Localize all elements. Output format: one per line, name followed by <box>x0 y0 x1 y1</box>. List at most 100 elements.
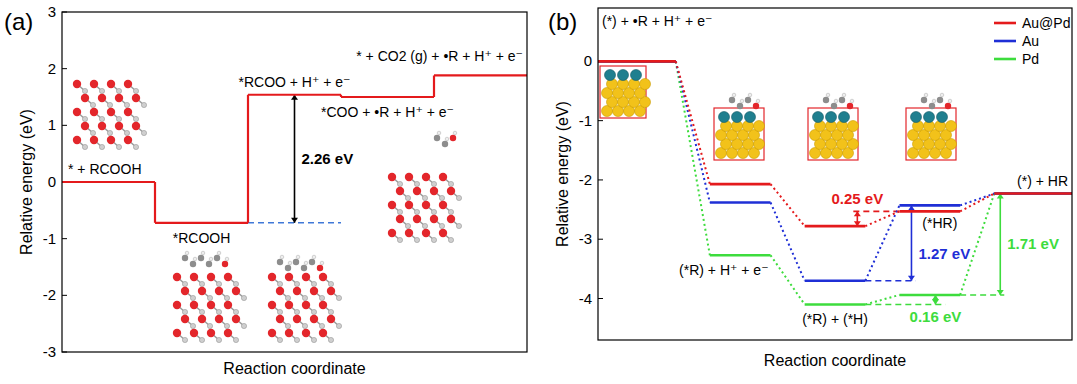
atom <box>276 315 284 323</box>
legend-swatch <box>994 22 1016 25</box>
atom <box>99 144 104 149</box>
atom <box>397 181 402 186</box>
atom <box>82 88 87 93</box>
atom <box>834 99 838 103</box>
atom <box>288 261 292 265</box>
atom <box>396 187 404 195</box>
molecule-icon <box>823 93 854 109</box>
annotation-label: 1.27 eV <box>918 245 970 262</box>
atom <box>439 195 444 200</box>
panel-label: (a) <box>4 8 33 35</box>
atom <box>182 337 187 342</box>
annotation-label: 1.71 eV <box>1007 235 1059 252</box>
atom <box>190 323 195 328</box>
x-axis-label: Reaction coordinate <box>764 352 906 369</box>
atom <box>82 144 87 149</box>
atom <box>442 141 448 147</box>
panel: (a)-3-2-10123Relative energy (eV)Reactio… <box>4 3 527 377</box>
reference-line <box>960 294 1004 296</box>
energy-level <box>710 183 771 186</box>
atom <box>294 309 299 314</box>
atom <box>124 108 132 116</box>
atom <box>618 70 629 81</box>
atom <box>182 309 187 314</box>
panel-label: (b) <box>548 8 577 35</box>
atom <box>319 301 327 309</box>
y-tick <box>62 125 67 126</box>
atom <box>302 273 310 281</box>
molecule-icon <box>921 93 952 109</box>
atom <box>437 131 441 135</box>
atom <box>90 80 98 88</box>
series <box>598 61 1072 280</box>
atom <box>336 295 341 300</box>
atom <box>405 173 413 181</box>
connector <box>676 61 710 202</box>
y-tick <box>598 179 603 180</box>
atom <box>185 251 189 255</box>
atom <box>311 281 316 286</box>
energy-level <box>805 279 866 282</box>
atom <box>277 337 282 342</box>
icon-frame <box>600 66 646 118</box>
atom <box>193 257 197 261</box>
icon-frame <box>714 108 764 160</box>
atom <box>277 259 283 265</box>
atom <box>312 255 316 259</box>
atom <box>453 131 457 135</box>
energy-level <box>994 192 1072 195</box>
atom <box>206 261 212 267</box>
icon-frame <box>906 108 956 160</box>
energy-barrier-arrow <box>999 194 1001 295</box>
atom <box>937 97 943 103</box>
atom <box>405 223 410 228</box>
atom <box>311 309 316 314</box>
legend-label: Pd <box>1022 51 1039 67</box>
atom <box>268 273 276 281</box>
atom <box>132 94 140 102</box>
connector <box>771 184 805 226</box>
atom <box>285 295 290 300</box>
atom <box>448 209 453 214</box>
atom <box>107 102 112 107</box>
atom <box>413 187 421 195</box>
atom <box>756 99 760 103</box>
atom <box>182 281 187 286</box>
legend-swatch <box>994 40 1016 43</box>
atom <box>133 116 138 121</box>
surface-icon <box>808 108 859 160</box>
atom <box>277 309 282 314</box>
energy-level <box>434 74 527 76</box>
state-label: *RCOO + H⁺ + e⁻ <box>238 74 350 90</box>
atom <box>397 209 402 214</box>
atom <box>850 99 854 103</box>
atom <box>450 135 456 141</box>
atom <box>276 287 284 295</box>
atom <box>729 97 735 103</box>
atom <box>948 99 952 103</box>
atom <box>190 301 198 309</box>
atom <box>310 287 318 295</box>
atom <box>224 273 232 281</box>
y-tick-label: 0 <box>48 173 56 190</box>
y-axis-label: Relative energy (eV) <box>554 101 571 247</box>
atom <box>396 215 404 223</box>
atom <box>737 103 743 109</box>
y-tick-label: -2 <box>43 286 56 303</box>
atom <box>293 287 301 295</box>
series <box>598 61 1072 304</box>
atom <box>842 93 846 97</box>
molecule-icon <box>434 131 457 147</box>
atom <box>277 281 282 286</box>
atom <box>414 181 419 186</box>
atom <box>309 259 315 265</box>
atom <box>929 103 935 109</box>
reference-line <box>853 211 899 213</box>
y-tick <box>598 120 603 121</box>
atom <box>90 102 95 107</box>
energy-level <box>155 222 248 224</box>
atom <box>190 261 196 267</box>
y-tick-label: 3 <box>48 3 56 20</box>
legend-label: Au <box>1022 33 1039 49</box>
reference-line <box>865 304 945 306</box>
